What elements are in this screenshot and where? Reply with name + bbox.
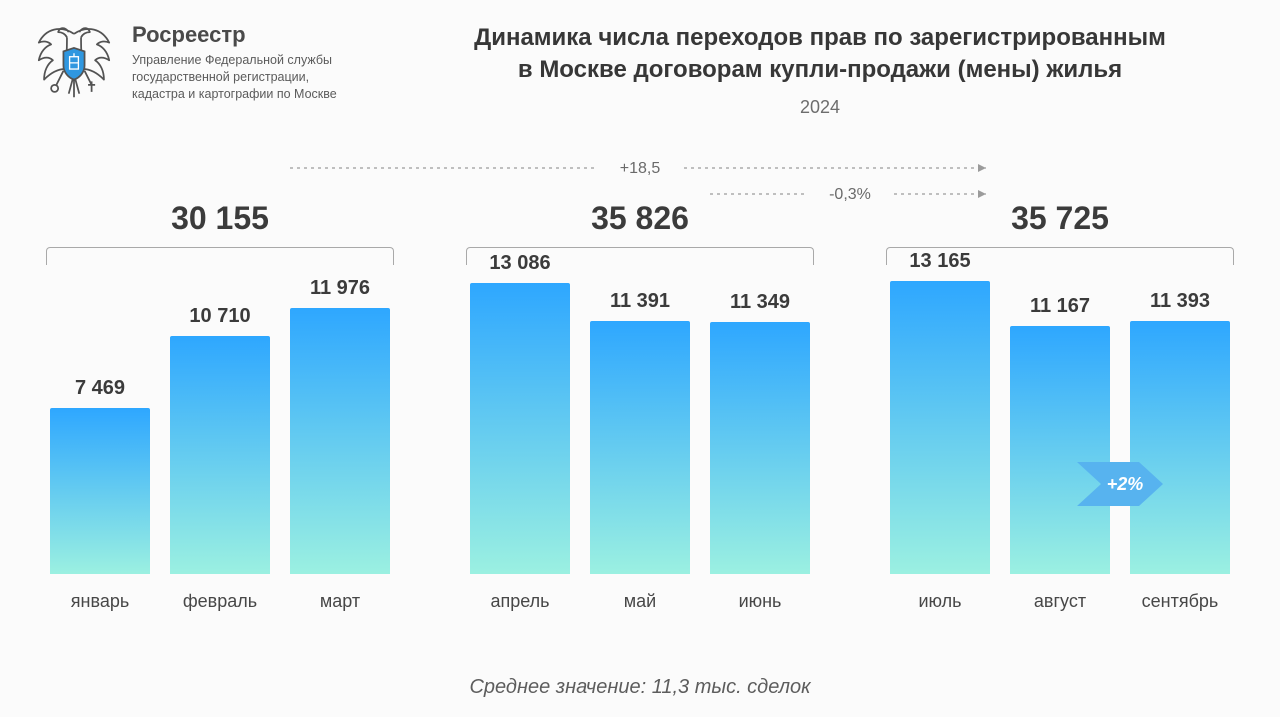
quarter-total: 30 155 [40,200,400,237]
chart-year: 2024 [390,97,1250,118]
bar-value-label: 11 393 [1150,290,1210,313]
bar-value-label: 13 086 [489,252,550,275]
bar-rect [470,283,570,574]
bar-rect [170,336,270,574]
bar-rect [50,408,150,574]
bar-value-label: 13 165 [909,250,970,273]
bar-value-label: 11 167 [1030,295,1090,318]
bar: 13 165 [890,250,990,574]
title-line-1: Динамика числа переходов прав по зарегис… [474,24,1166,51]
bar: 10 710 [170,305,270,574]
org-text: Росреестр Управление Федеральной службы … [132,18,352,103]
quarter-bracket [46,247,394,265]
bars-row: 13 08611 39111 349 [460,274,820,574]
delta-arrow-top: +18,5 [290,160,986,177]
month-label: апрель [470,591,570,612]
bar: 11 167 [1010,295,1110,574]
month-labels: апрель майиюнь [460,591,820,612]
bar-rect [590,321,690,574]
quarter-group: 35 826 13 086 11 391 11 349 апрель майиюнь [460,200,820,620]
month-label: сентябрь [1130,591,1230,612]
bar: 11 976 [290,277,390,574]
bar-value-label: 7 469 [75,377,125,400]
change-badge: +2% [1077,462,1163,506]
quarter-group: 35 725 13 165 11 167 11 393 июль август сентяб… [880,200,1240,620]
bar-rect [290,308,390,574]
change-badge-text: +2% [1107,474,1144,494]
quarter-group: 30 155 7 469 10 710 11 976 январь февраль март [40,200,400,620]
bar-value-label: 11 349 [730,291,790,314]
chart-title: Динамика числа переходов прав по зарегис… [390,22,1250,87]
month-labels: июль август сентябрь [880,591,1240,612]
month-label: февраль [170,591,270,612]
bar-rect [1130,321,1230,574]
bar-value-label: 11 976 [310,277,370,300]
month-labels: январь февраль март [40,591,400,612]
month-label: январь [50,591,150,612]
month-label: март [290,591,390,612]
month-label: май [590,591,690,612]
bar-value-label: 11 391 [610,290,670,313]
quarter-total: 35 725 [880,200,1240,237]
bar: 11 391 [590,290,690,574]
delta-arrow-top-label: +18,5 [620,160,661,177]
bar: 7 469 [50,377,150,574]
bar: 11 393 [1130,290,1230,574]
footer-note: Среднее значение: 11,3 тыс. сделок [0,676,1280,699]
logo-block: Росреестр Управление Федеральной службы … [30,18,390,106]
org-name: Росреестр [132,22,352,48]
bar-rect [890,281,990,574]
month-label: июнь [710,591,810,612]
bar-value-label: 10 710 [189,305,250,328]
bars-row: 13 16511 16711 393 [880,274,1240,574]
bar-rect [710,322,810,574]
bar: 11 349 [710,291,810,574]
quarters-row: 30 155 7 469 10 710 11 976 январь февраль март… [40,200,1240,620]
bar: 13 086 [470,252,570,574]
bar-rect [1010,326,1110,574]
chart-area: +18,5-0,3% 30 1557 46910 71011 976январь… [40,158,1240,638]
month-label: август [1010,591,1110,612]
header: Росреестр Управление Федеральной службы … [0,0,1280,118]
quarter-total: 35 826 [460,200,820,237]
title-block: Динамика числа переходов прав по зарегис… [390,18,1250,118]
month-label: июль [890,591,990,612]
org-subtitle: Управление Федеральной службы государств… [132,52,352,103]
rosreestr-eagle-icon [30,18,118,106]
title-line-2: в Москве договорам купли-продажи (мены) … [518,56,1122,83]
chevron-right-icon: +2% [1077,462,1163,506]
bars-row: 7 469 10 710 11 976 [40,274,400,574]
